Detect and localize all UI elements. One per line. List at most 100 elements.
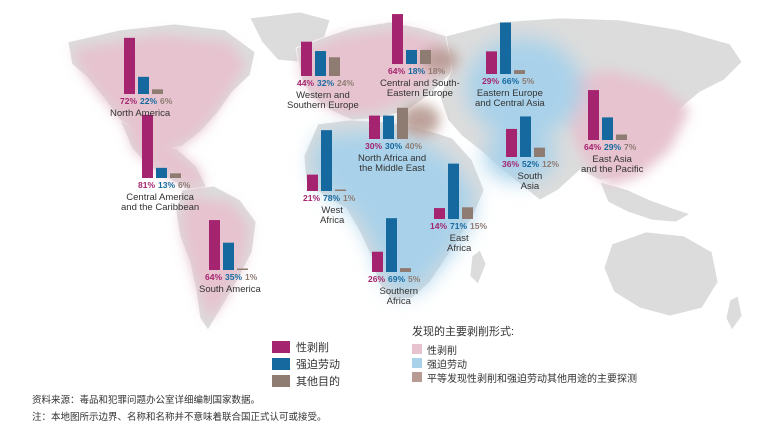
legend-label-sexual: 性剥削 (296, 342, 329, 354)
bar-eastern-europe-and-central-asia-forced (500, 22, 511, 74)
pct-row-central-and-south-eastern-europe: 64% 18% 18% (388, 66, 448, 76)
pct-west-africa-forced: 78% (323, 193, 341, 203)
legend-swatch-sexual (272, 341, 290, 353)
zone-legend-item-sexual: 性剥削 (412, 342, 637, 357)
pct-row-eastern-europe-and-central-asia: 29% 66% 5% (482, 76, 537, 86)
bar-eastern-europe-and-central-asia-other (514, 70, 525, 74)
pct-east-asia-and-the-pacific-other: 7% (624, 142, 637, 152)
bar-western-and-southern-europe-forced (315, 51, 326, 76)
pct-west-africa-other: 1% (343, 193, 356, 203)
region-label-eastern-europe-and-central-asia: Eastern Europe and Central Asia (475, 88, 545, 109)
pct-north-america-forced: 22% (140, 96, 158, 106)
bar-central-america-and-the-caribbean-sexual (142, 114, 153, 178)
bar-southern-africa-forced (386, 218, 397, 272)
zone-swatch-sexual (412, 344, 422, 354)
bar-eastern-europe-and-central-asia-sexual (486, 51, 497, 74)
pct-eastern-europe-and-central-asia-other: 5% (522, 76, 535, 86)
pct-central-america-and-the-caribbean-other: 6% (178, 180, 191, 190)
region-label-west-africa: West Africa (320, 205, 345, 226)
pct-central-and-south-eastern-europe-other: 18% (428, 66, 446, 76)
pct-row-east-africa: 14% 71% 15% (430, 221, 490, 231)
region-label-north-america: North America (110, 108, 171, 119)
pct-north-africa-and-the-middle-east-sexual: 30% (365, 141, 383, 151)
pct-north-africa-and-the-middle-east-other: 40% (405, 141, 423, 151)
pct-east-africa-sexual: 14% (430, 221, 448, 231)
legend-label-other: 其他目的 (296, 376, 340, 388)
source-note: 资料来源：毒品和犯罪问题办公室详细编制国家数据。 (32, 395, 261, 406)
pct-western-and-southern-europe-sexual: 44% (297, 78, 315, 88)
pct-eastern-europe-and-central-asia-sexual: 29% (482, 76, 500, 86)
zone-label-forced: 强迫劳动 (427, 359, 467, 371)
bar-south-asia-forced (520, 116, 531, 157)
pct-north-africa-and-the-middle-east-forced: 30% (385, 141, 403, 151)
pct-west-africa-sexual: 21% (303, 193, 321, 203)
bar-southern-africa-other (400, 268, 411, 272)
legend-item-forced: 强迫劳动 (272, 356, 340, 372)
region-label-southern-africa: Southern Africa (379, 286, 419, 307)
bar-north-africa-and-the-middle-east-forced (383, 115, 394, 139)
legend-item-sexual: 性剥削 (272, 339, 340, 355)
pct-east-asia-and-the-pacific-forced: 29% (604, 142, 622, 152)
bar-east-asia-and-the-pacific-other (616, 134, 627, 140)
bar-north-america-sexual (124, 37, 135, 94)
australia-shape (603, 231, 719, 317)
zone-label-sexual: 性剥削 (427, 345, 457, 357)
bar-central-and-south-eastern-europe-forced (406, 49, 417, 64)
bar-south-asia-other (534, 147, 545, 157)
bar-central-america-and-the-caribbean-other (170, 173, 181, 178)
region-label-central-america-and-the-caribbean: Central America and the Caribbean (121, 192, 200, 213)
pct-south-asia-forced: 52% (522, 159, 540, 169)
region-label-east-africa: East Africa (447, 233, 472, 254)
legend-swatch-forced (272, 358, 290, 370)
zone-swatch-mixed (412, 372, 422, 382)
bar-central-and-south-eastern-europe-sexual (392, 14, 403, 64)
pct-southern-africa-other: 5% (408, 274, 421, 284)
region-label-east-asia-and-the-pacific: East Asia and the Pacific (581, 154, 644, 175)
pct-eastern-europe-and-central-asia-forced: 66% (502, 76, 520, 86)
zone-label-mixed: 平等发现性剥削和强迫劳动其他用途的主要探测 (427, 373, 637, 385)
map-notes: 资料来源：毒品和犯罪问题办公室详细编制国家数据。 注：本地图所示边界、名称和名称… (32, 392, 327, 426)
pct-western-and-southern-europe-other: 24% (337, 78, 355, 88)
pct-central-america-and-the-caribbean-sexual: 81% (138, 180, 156, 190)
region-label-western-and-southern-europe: Western and Southern Europe (287, 90, 359, 111)
bar-south-america-other (237, 268, 248, 270)
region-label-south-asia: South Asia (517, 171, 543, 192)
bar-south-america-sexual (209, 220, 220, 270)
pct-row-north-africa-and-the-middle-east: 30% 30% 40% (365, 141, 425, 151)
new-zealand-shape (725, 295, 743, 331)
pct-central-and-south-eastern-europe-forced: 18% (408, 66, 426, 76)
pct-south-asia-other: 12% (542, 159, 560, 169)
bar-east-asia-and-the-pacific-sexual (588, 90, 599, 140)
bar-east-africa-other (462, 207, 473, 219)
pct-row-south-america: 64% 35% 1% (205, 272, 260, 282)
pct-row-western-and-southern-europe: 44% 32% 24% (297, 78, 357, 88)
bar-west-africa-forced (321, 130, 332, 191)
bar-south-asia-sexual (506, 128, 517, 157)
bar-south-america-forced (223, 242, 234, 270)
region-label-north-africa-and-the-middle-east: North Africa and the Middle East (358, 153, 427, 174)
pct-north-america-other: 6% (160, 96, 173, 106)
zone-legend-item-mixed: 平等发现性剥削和强迫劳动其他用途的主要探测 (412, 370, 637, 385)
pct-east-asia-and-the-pacific-sexual: 64% (584, 142, 602, 152)
pct-row-north-america: 72% 22% 6% (120, 96, 175, 106)
region-label-south-america: South America (199, 284, 261, 295)
pct-row-southern-africa: 26% 69% 5% (368, 274, 423, 284)
zone-legend-title: 发现的主要剥削形式: (412, 326, 515, 338)
pct-row-central-america-and-the-caribbean: 81% 13% 6% (138, 180, 193, 190)
pct-south-america-forced: 35% (225, 272, 243, 282)
pct-western-and-southern-europe-forced: 32% (317, 78, 335, 88)
zone-swatch-forced (412, 358, 422, 368)
bar-western-and-southern-europe-sexual (301, 41, 312, 76)
southeast-asia-shape (599, 181, 691, 223)
region-label-central-and-south-eastern-europe: Central and South- Eastern Europe (380, 78, 460, 99)
pct-central-america-and-the-caribbean-forced: 13% (158, 180, 176, 190)
bar-north-africa-and-the-middle-east-sexual (369, 115, 380, 139)
pct-southern-africa-forced: 69% (388, 274, 406, 284)
bar-western-and-southern-europe-other (329, 57, 340, 76)
zone-legend: 发现的主要剥削形式: 性剥削 强迫劳动 平等发现性剥削和强迫劳动其他用途的主要探… (412, 323, 637, 385)
bar-north-america-other (152, 89, 163, 94)
zone-legend-item-forced: 强迫劳动 (412, 356, 637, 371)
bar-east-asia-and-the-pacific-forced (602, 117, 613, 140)
bar-east-africa-sexual (434, 208, 445, 219)
